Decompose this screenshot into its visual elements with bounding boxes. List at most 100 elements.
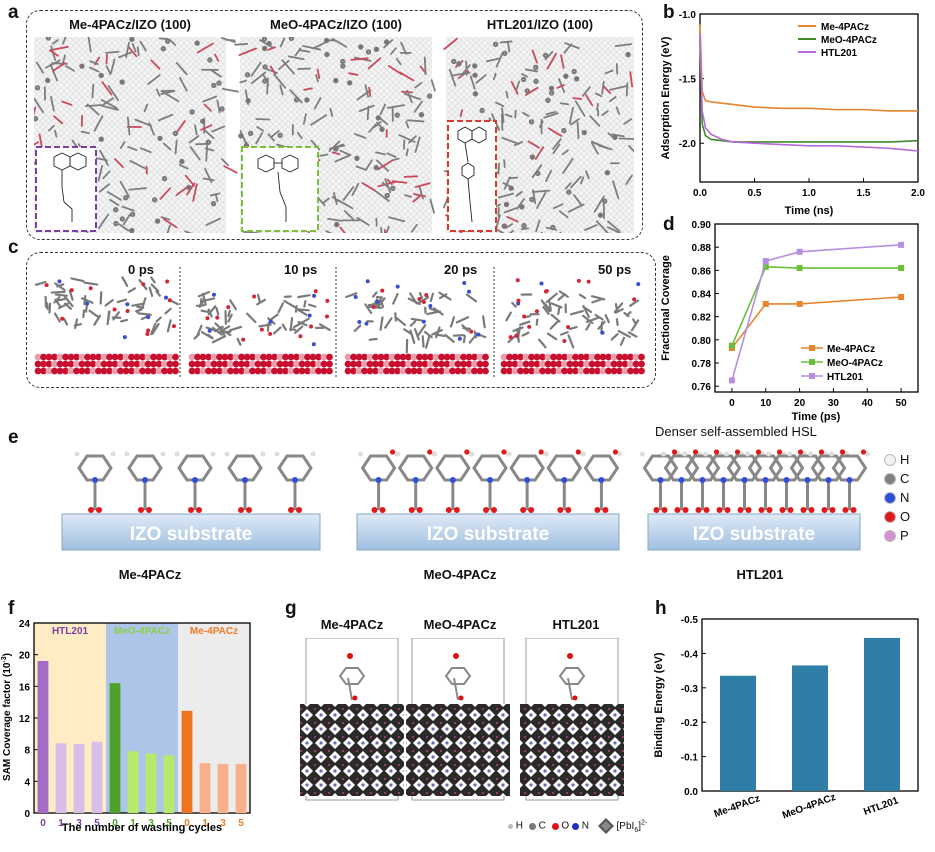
data-point xyxy=(796,265,803,272)
o-atom xyxy=(713,449,720,455)
bar xyxy=(37,661,49,813)
atom xyxy=(324,51,330,58)
y-tick-label: 0.86 xyxy=(692,266,712,277)
molecule-stick xyxy=(227,309,231,318)
molecule-stick xyxy=(564,42,580,50)
substrate-atom xyxy=(410,367,418,375)
substrate-atom xyxy=(188,360,196,368)
substrate-atom xyxy=(315,360,322,368)
h-atom xyxy=(703,451,708,457)
legend-c: C xyxy=(538,820,546,832)
molecule-stick xyxy=(569,309,584,316)
molecule-stick xyxy=(147,74,161,85)
x-tick-label: 5 xyxy=(94,818,100,829)
n-atom xyxy=(292,477,298,483)
molecule-stick xyxy=(498,192,514,199)
molecule-stick xyxy=(413,193,427,198)
o-atom xyxy=(692,449,699,455)
substrate-atom xyxy=(471,353,478,361)
y-tick-label: -0.5 xyxy=(681,615,699,626)
n-atom xyxy=(699,477,706,483)
molecule-stick xyxy=(501,136,520,145)
substrate-atom xyxy=(449,353,456,361)
substrate-atom xyxy=(399,360,407,368)
molecule-stick xyxy=(297,294,311,299)
legend-h: H xyxy=(515,820,524,832)
h-atom xyxy=(661,451,666,457)
atom xyxy=(501,223,508,229)
substrate-atom xyxy=(249,367,256,375)
molecule-stick xyxy=(336,198,354,210)
substrate-atom xyxy=(361,353,368,361)
substrate-atom xyxy=(594,360,601,368)
substrate-atom xyxy=(621,360,629,368)
h-atom xyxy=(224,451,230,457)
group-label: HTL201 xyxy=(52,626,89,637)
substrate-atom xyxy=(56,360,64,368)
molecule-stick xyxy=(482,315,486,329)
h-atom xyxy=(580,451,586,457)
atom xyxy=(384,192,390,199)
atom xyxy=(325,298,330,303)
molecule-stick xyxy=(216,99,221,114)
o-atom xyxy=(839,449,846,455)
atom xyxy=(194,40,200,46)
molecule-stick xyxy=(104,298,114,307)
legend-text: O xyxy=(900,509,911,524)
substrate-atom xyxy=(361,360,368,368)
molecule-stick xyxy=(98,183,111,193)
substrate-atom xyxy=(544,360,552,368)
molecule-stick xyxy=(175,120,186,135)
legend-marker xyxy=(809,345,815,351)
molecule-stick xyxy=(273,73,287,89)
panel-c-snapshots xyxy=(34,267,645,379)
substrate-atom xyxy=(383,367,390,375)
legend-row-h: H xyxy=(884,450,924,469)
molecule-stick xyxy=(143,103,149,113)
molecule-chain xyxy=(567,677,573,701)
molecule-stick xyxy=(255,132,264,145)
substrate-atom xyxy=(249,360,256,368)
molecule-stick xyxy=(560,331,569,336)
molecule-stick xyxy=(65,65,75,72)
substrate-atom xyxy=(238,353,245,361)
molecule-stick xyxy=(327,217,343,222)
time-label-50: 50 ps xyxy=(598,262,632,277)
substrate-atom xyxy=(227,367,234,375)
substrate-atom xyxy=(366,360,374,368)
bar xyxy=(199,763,211,813)
x-tick-label: HTL201 xyxy=(862,795,900,818)
molecule-stick xyxy=(210,192,221,197)
atom xyxy=(426,93,433,99)
molecule-stick xyxy=(405,120,410,129)
h-atom xyxy=(74,451,80,457)
molecule-stick xyxy=(99,291,103,305)
o-atom xyxy=(703,507,710,513)
substrate-atom xyxy=(517,367,524,375)
inset-structure-3 xyxy=(447,120,497,232)
atom xyxy=(88,286,93,291)
atom xyxy=(288,37,295,42)
substrate-atom xyxy=(260,367,267,375)
substrate-atom xyxy=(377,360,385,368)
substrate-atom xyxy=(89,353,97,361)
molecule-stick xyxy=(496,228,505,233)
molecule-stick xyxy=(196,42,214,54)
molecule-stick xyxy=(570,118,580,126)
carbazole-core xyxy=(397,454,434,482)
n-atom xyxy=(242,477,248,483)
o-atom xyxy=(538,449,544,455)
x-tick-label: 0.0 xyxy=(693,188,707,199)
legend-dot xyxy=(884,453,896,466)
molecule-stick xyxy=(287,55,305,61)
substrate-atom xyxy=(304,360,311,368)
substrate-atom xyxy=(67,360,75,368)
substrate-atom xyxy=(522,353,530,361)
atom xyxy=(122,335,127,340)
substrate-atom xyxy=(517,353,524,361)
molecule-stick xyxy=(609,84,629,91)
atom xyxy=(533,78,539,85)
molecule-stick xyxy=(413,328,420,341)
molecule-stick xyxy=(136,305,145,309)
o-atom xyxy=(797,449,804,455)
